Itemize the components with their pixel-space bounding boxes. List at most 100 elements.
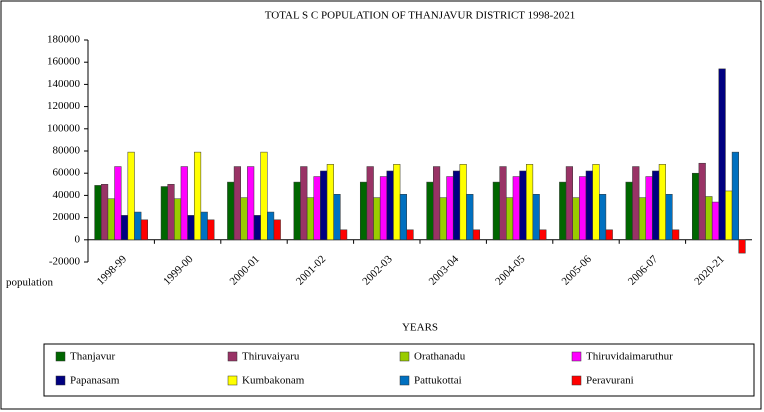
bar [452, 170, 461, 241]
legend-swatch [227, 375, 238, 386]
bar [565, 166, 573, 241]
legend-label: Kumbakonam [242, 375, 305, 387]
bar [725, 190, 733, 241]
bar [691, 172, 700, 241]
legend-box [43, 343, 755, 397]
bar [492, 181, 500, 241]
bar [406, 229, 414, 241]
bar [705, 196, 713, 241]
bar [207, 219, 215, 241]
legend-label: Papanasam [70, 375, 120, 387]
bar [559, 181, 567, 241]
y-tick-label: -20000 [49, 256, 81, 268]
bar [592, 164, 600, 241]
legend-label: Peravurani [586, 375, 634, 387]
bar [260, 151, 268, 241]
bar [632, 166, 640, 241]
bar [652, 170, 660, 241]
bar [672, 229, 680, 241]
bar [499, 166, 507, 241]
bar [459, 164, 467, 241]
y-tick-label: 180000 [47, 34, 81, 46]
bar [101, 184, 109, 241]
bar [665, 194, 673, 241]
x-axis-label: YEARS [402, 322, 438, 334]
bar [426, 181, 434, 241]
bar [519, 170, 527, 241]
bar [738, 239, 746, 254]
bar [174, 198, 182, 241]
bar [379, 176, 388, 241]
bar [399, 194, 407, 241]
bar [512, 176, 520, 241]
bar [127, 151, 135, 241]
bar [313, 176, 321, 241]
bar [698, 162, 706, 241]
y-tick-label: 40000 [53, 189, 81, 201]
bar [300, 166, 308, 241]
bar [200, 211, 208, 241]
bar [167, 184, 175, 241]
bar [333, 194, 341, 241]
bar [193, 151, 202, 241]
legend-swatch [55, 375, 66, 386]
bar [605, 229, 613, 241]
y-tick-label: 60000 [53, 167, 81, 179]
legend-label: Thanjavur [70, 351, 116, 363]
bar [599, 194, 607, 241]
bar [525, 164, 534, 241]
y-tick-label: 0 [75, 233, 81, 245]
bar [366, 166, 374, 241]
bar [273, 219, 281, 241]
bar [114, 166, 122, 241]
y-tick-label: 100000 [47, 122, 81, 134]
bar [393, 164, 401, 241]
legend-swatch [399, 375, 410, 386]
chart-title: TOTAL S C POPULATION OF THANJAVUR DISTRI… [265, 10, 576, 22]
legend-label: Thiruvidaimaruthur [586, 351, 673, 363]
legend-swatch [571, 375, 582, 386]
bar [638, 197, 647, 241]
y-tick-label: 160000 [47, 56, 81, 68]
bar [187, 215, 195, 241]
bar [107, 198, 115, 241]
y-tick-label: 80000 [53, 145, 81, 157]
legend-swatch [571, 351, 582, 362]
bar [731, 151, 739, 241]
legend-swatch [399, 351, 410, 362]
bar [140, 219, 149, 241]
bar [506, 197, 514, 241]
bar [466, 194, 474, 241]
bar [306, 197, 315, 241]
bar [160, 186, 168, 241]
y-tick-label: 140000 [47, 78, 81, 90]
bar [340, 229, 348, 241]
y-tick-label: 20000 [53, 211, 81, 223]
bar [320, 170, 328, 241]
legend-label: Pattukottai [414, 375, 462, 387]
bar [120, 215, 129, 241]
bar [359, 181, 368, 241]
bar [227, 181, 235, 241]
bar [267, 211, 275, 241]
bar [247, 166, 255, 241]
bar [472, 229, 481, 241]
bar [446, 176, 454, 241]
bar [585, 170, 593, 241]
bar [718, 68, 726, 241]
bar [180, 166, 188, 241]
bar [625, 181, 633, 241]
bar [240, 197, 248, 241]
y-axis-label: population [6, 277, 54, 289]
bar [439, 197, 447, 241]
bar [532, 194, 540, 241]
legend-swatch [55, 351, 66, 362]
bar [433, 166, 441, 241]
bar [134, 211, 142, 241]
bar [373, 197, 381, 241]
legend-label: Orathanadu [414, 351, 466, 363]
bar [233, 166, 241, 241]
bar [253, 215, 261, 241]
legend-swatch [227, 351, 238, 362]
